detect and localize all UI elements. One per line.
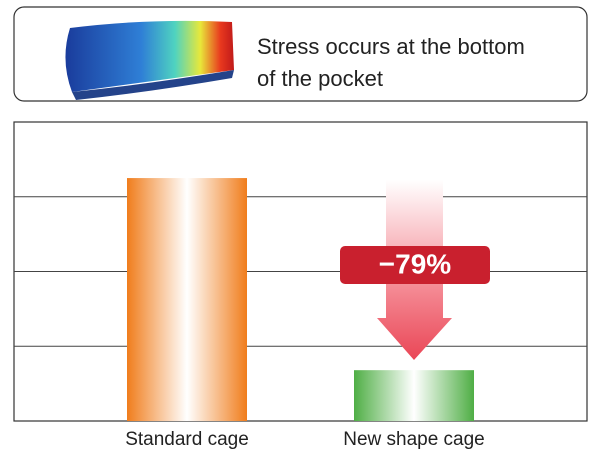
annotation-box [340, 246, 490, 284]
bar [354, 370, 474, 421]
bar [127, 178, 247, 421]
annotation: −79% [379, 248, 451, 279]
caption-line: Stress occurs at the bottom [257, 34, 525, 59]
x-tick-label: New shape cage [343, 429, 485, 450]
x-tick-label: Standard cage [125, 429, 249, 450]
stress-image-edge [72, 70, 234, 100]
caption-line: of the pocket [257, 66, 383, 91]
stress-image [65, 20, 234, 92]
